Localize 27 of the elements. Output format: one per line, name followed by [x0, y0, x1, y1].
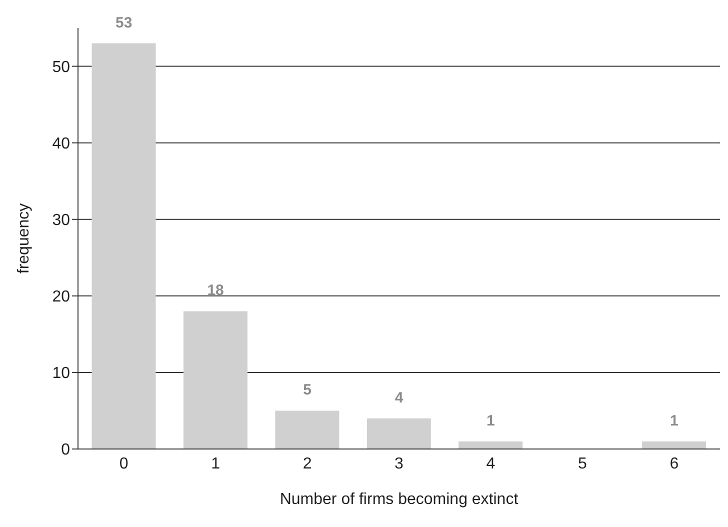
y-tick-label: 30: [52, 212, 70, 230]
y-tick-label: 40: [52, 136, 70, 152]
bar: [642, 441, 706, 449]
bar: [275, 410, 340, 449]
bar: [92, 43, 156, 449]
data-label: 18: [207, 282, 224, 300]
data-label: 4: [394, 389, 404, 406]
x-tick-label: 4: [486, 455, 496, 472]
x-tick-label: 6: [670, 455, 679, 472]
bar: [183, 311, 248, 449]
x-tick-label: 1: [211, 455, 220, 472]
y-tick-label: 20: [52, 288, 70, 306]
data-label: 5: [303, 382, 312, 399]
bar: [366, 418, 431, 449]
x-tick-label: 0: [119, 455, 128, 472]
data-label: 1: [670, 412, 678, 430]
y-tick-label: 0: [61, 442, 70, 459]
data-label: 53: [116, 14, 132, 32]
bar: [458, 441, 523, 449]
y-tick-label: 50: [52, 58, 70, 76]
x-tick-label: 5: [578, 455, 587, 472]
x-axis-title: Number of firms becoming extinct: [280, 491, 519, 508]
x-tick-label: 3: [394, 455, 404, 472]
data-label: 1: [486, 412, 495, 430]
x-tick-label: 2: [302, 455, 312, 472]
y-axis-title: frequency: [16, 203, 33, 274]
y-tick-label: 10: [52, 365, 70, 382]
